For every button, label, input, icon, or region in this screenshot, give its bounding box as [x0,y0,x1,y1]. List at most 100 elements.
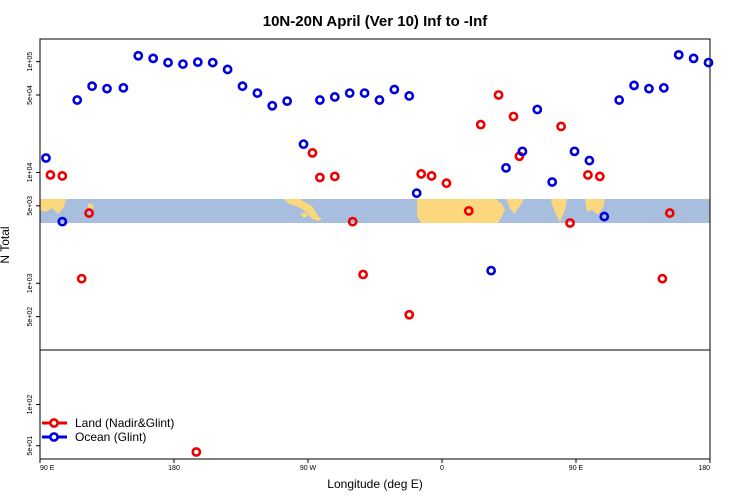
ocean-point [207,57,218,68]
ocean-point [192,57,203,68]
land-point [493,90,504,100]
y-axis-lower: 5e+01 1e+02 [27,395,40,456]
points-layer [41,49,714,457]
y-tick-label: 5e+04 [27,85,34,105]
legend: Land (Nadir&Glint)Ocean (Glint) [42,416,174,444]
y-tick-label: 1e+02 [27,395,34,415]
ocean-point [629,80,639,91]
ocean-point [501,162,511,173]
land-arabia-patch [506,199,524,214]
ocean-point [673,49,684,60]
ocean-point [252,88,263,98]
y-tick-label: 1e+04 [27,163,34,183]
land-point [664,208,675,218]
land-point [57,171,68,181]
x-axis-title: Longitude (deg E) [327,477,422,491]
ocean-point [163,57,173,68]
ocean-point [584,155,595,166]
land-point [315,172,325,183]
ocean-point [329,92,340,102]
chart-title: 10N-20N April (Ver 10) Inf to -Inf [263,13,488,30]
land-indochina-east-patch [585,199,605,215]
land-point [508,111,519,122]
ocean-point [411,188,422,199]
legend-label: Land (Nadir&Glint) [75,416,174,430]
ocean-point [87,81,98,92]
land-series [45,90,675,457]
y-tick-label: 1e+05 [27,52,34,72]
land-point [657,273,668,284]
x-tick-label: 90 W [300,465,317,472]
land-point [463,205,474,216]
ocean-point [374,95,385,105]
ocean-point [517,146,528,157]
y-tick-label: 5e+01 [27,436,34,456]
land-indochina-west-patch [40,199,66,214]
land-yucatan-patch [300,212,309,218]
ocean-point [237,81,248,92]
ocean-band [40,199,710,223]
legend-marker [49,432,59,442]
ocean-point [389,84,400,95]
ocean-point [148,53,159,64]
ocean-point [267,100,278,111]
ocean-point [102,83,112,94]
ocean-point [547,177,558,187]
x-tick-label: 180 [168,465,180,472]
land-point [565,218,575,228]
land-point [191,447,202,457]
ocean-point [118,82,129,93]
y-axis-title: N Total [0,226,12,263]
ocean-point [133,50,144,61]
ocean-point [644,83,654,94]
x-tick-label: 90 E [40,465,55,472]
ocean-point [72,95,83,105]
land-point [358,269,368,280]
ocean-point [599,211,610,222]
land-point [416,169,427,179]
ocean-point [404,91,415,101]
x-tick-label: 0 [440,465,444,472]
ocean-point [703,57,714,68]
ocean-point [57,216,68,227]
ocean-point [569,146,580,157]
ocean-point [486,265,497,276]
ocean-point [688,53,699,64]
legend-label: Ocean (Glint) [75,430,146,444]
y-tick-label: 5e+02 [27,307,34,327]
land-point [307,148,318,158]
land-point [441,178,452,189]
land-africa-patch [417,199,505,223]
ocean-series [41,49,714,276]
y-axis-upper: 5e+02 1e+03 5e+03 1e+04 5e+04 1e+05 [27,52,40,327]
ocean-point [178,59,188,69]
x-axis: 90 E 180 90 W 0 90 E 180 [39,459,711,472]
land-point [594,171,605,182]
land-point [45,170,56,180]
land-point [347,216,358,227]
x-tick-label: 180 [698,465,710,472]
land-point [404,309,415,320]
land-point [329,171,340,182]
land-point [556,121,567,132]
ocean-point [41,153,51,163]
ocean-point [222,64,233,75]
y-tick-label: 1e+03 [27,273,34,293]
land-americas-patch [284,199,322,221]
land-point [426,171,437,181]
ocean-point [344,88,355,98]
legend-marker [49,418,59,428]
y-tick-label: 5e+03 [27,196,34,216]
ocean-point [359,88,370,98]
ocean-point [282,96,293,107]
land-point [84,208,95,218]
map-band [40,199,710,223]
land-point [475,119,486,130]
ocean-point [298,139,309,150]
land-point [76,273,87,284]
land-india-patch [551,199,567,222]
ocean-point [658,82,669,93]
ocean-point [315,95,325,105]
ocean-point [614,95,625,105]
